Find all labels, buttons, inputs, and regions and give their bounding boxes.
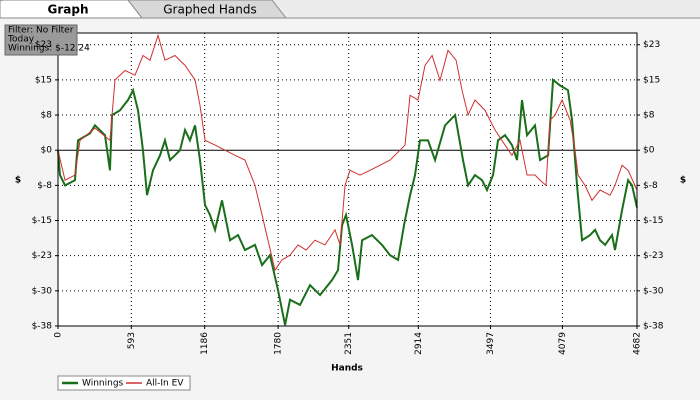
info-box [4,24,78,56]
x-tick-label: 3497 [486,332,496,355]
tab-graphed-hands[interactable] [127,0,288,19]
y-tick-label: $-30 [32,286,53,296]
x-tick-label: 1186 [200,332,210,355]
x-tick-label: 2914 [414,332,424,355]
y-tick-label: $0 [41,146,53,156]
y-tick-label: $-8 [37,181,52,191]
y2-tick-label: $8 [643,111,655,121]
legend-label: Winnings [82,379,124,389]
legend-label: All-In EV [146,379,184,389]
x-tick-label: 1780 [274,332,284,355]
y-tick-label: $23 [35,40,52,50]
legend-items: Winnings All-In EV [62,379,184,389]
plot-area [58,33,637,326]
x-tick-label: 4079 [558,332,568,355]
y2-tick-label: $15 [643,75,660,85]
series-line [57,33,638,272]
x-tick-label: 0 [54,332,64,338]
y-tick-label: $-38 [32,322,53,332]
y-tick-label: $8 [41,111,53,121]
tab-label[interactable]: Graphed Hands [163,3,256,17]
y-tick-label: $-23 [32,251,52,261]
tab-graph[interactable] [0,0,144,19]
lines [57,33,638,326]
series-line [57,77,638,326]
x-axis-title: Hands [331,364,363,374]
y-tick-label: $15 [35,75,52,85]
info-line: Filter: No Filter [8,26,74,36]
x-tick-label: 4682 [633,332,643,355]
x-tick-label: 2351 [344,332,354,355]
info-line: Winnings: $-12.24 [8,44,90,54]
y2-axis-title: $ [680,176,686,186]
tab-label[interactable]: Graph [48,3,89,17]
y2-tick-label: $-30 [643,286,664,296]
plot-frame [57,32,638,327]
y2-tick-label: $0 [643,146,655,156]
legend [57,375,191,391]
y2-tick-label: $-8 [643,181,658,191]
y2-tick-label: $-15 [643,216,663,226]
y2-tick-label: $-38 [643,322,664,332]
info-line: Today [7,35,35,45]
y2-tick-label: $23 [643,40,660,50]
y-axis-title: $ [15,176,21,186]
y-tick-label: $-15 [32,216,52,226]
y2-tick-label: $-23 [643,251,663,261]
x-tick-label: 593 [127,332,137,349]
